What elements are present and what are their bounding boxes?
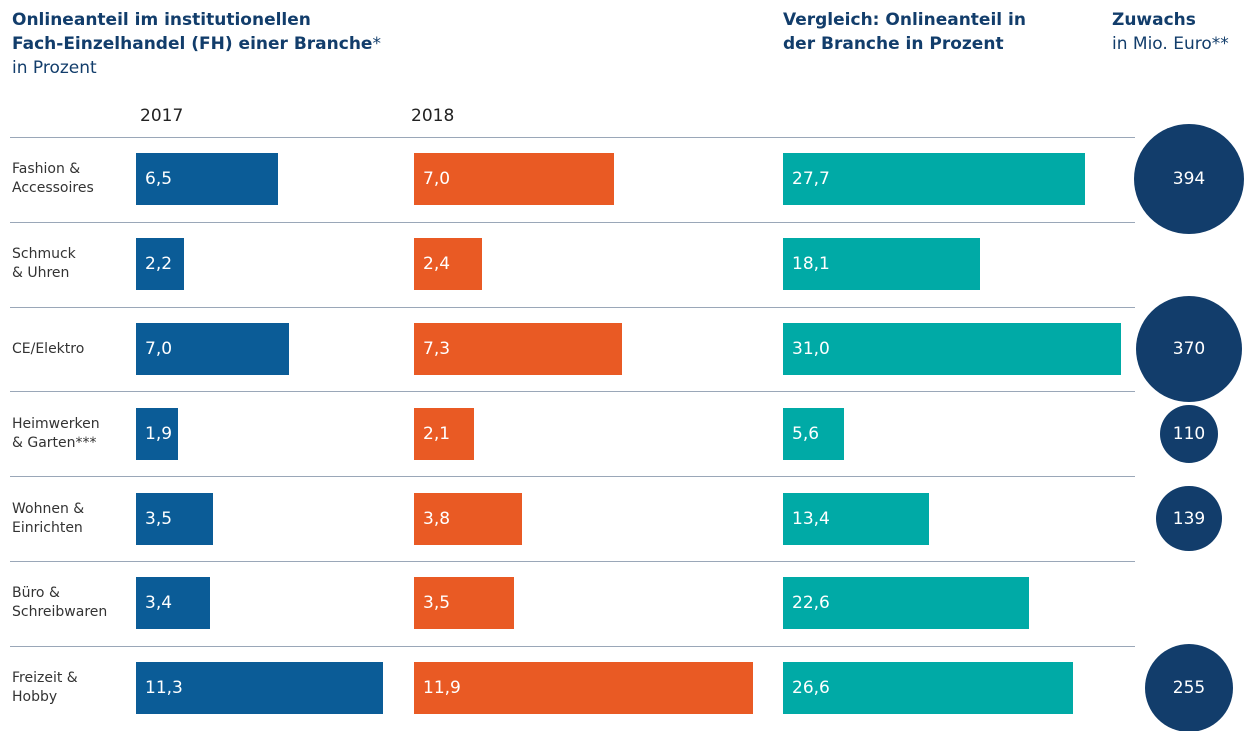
bar bbox=[783, 153, 1085, 206]
title-block: Onlineanteil im institutionellen Fach-Ei… bbox=[12, 8, 381, 80]
category-label: Büro & Schreibwaren bbox=[12, 585, 108, 621]
value-label: 26,6 bbox=[792, 678, 830, 699]
value-label: 11,3 bbox=[145, 678, 183, 699]
subtitle: in Prozent bbox=[12, 58, 97, 78]
bar bbox=[136, 577, 211, 630]
series-label: 2017 bbox=[140, 106, 184, 126]
value-label: 7,0 bbox=[145, 339, 173, 359]
bar bbox=[783, 323, 1121, 375]
bar bbox=[414, 492, 523, 545]
title-note: * bbox=[372, 34, 381, 54]
chart-title: Onlineanteil im institutionellen Fach-Ei… bbox=[12, 10, 373, 54]
value-label: 11,9 bbox=[423, 678, 461, 699]
bubble: 370 bbox=[1135, 295, 1243, 403]
value-label: 3,4 bbox=[145, 593, 173, 614]
comparison-title: Vergleich: Onlineanteil in der Branche i… bbox=[783, 10, 1026, 54]
value-label: 5,6 bbox=[792, 423, 820, 444]
bar bbox=[136, 492, 213, 545]
bubble: 394 bbox=[1134, 124, 1244, 235]
separator bbox=[10, 391, 1135, 393]
value-label: 2,4 bbox=[423, 254, 451, 275]
value-label: 18,1 bbox=[792, 254, 830, 275]
value-label: 7,0 bbox=[423, 169, 451, 190]
value-label: 31,0 bbox=[792, 339, 830, 359]
bar bbox=[783, 662, 1073, 715]
value-label: 2,1 bbox=[423, 423, 451, 444]
bar bbox=[783, 407, 845, 460]
value-label: 6,5 bbox=[145, 169, 173, 190]
bar bbox=[136, 153, 279, 206]
bar bbox=[414, 662, 754, 715]
value-label: 27,7 bbox=[792, 169, 830, 190]
bubble-subtitle: in Mio. Euro** bbox=[1112, 34, 1229, 54]
series-label: 2018 bbox=[411, 106, 455, 126]
bar bbox=[414, 238, 483, 291]
value-label: 3,5 bbox=[423, 593, 451, 614]
bar bbox=[783, 492, 930, 545]
category-label: Fashion & Accessoires bbox=[12, 161, 94, 197]
category-label: Schmuck & Uhren bbox=[12, 246, 76, 282]
bar bbox=[783, 238, 981, 291]
separator bbox=[10, 561, 1135, 562]
value-label: 2,2 bbox=[145, 254, 173, 275]
value-label: 3,5 bbox=[145, 508, 173, 529]
bar bbox=[136, 407, 178, 460]
bar bbox=[136, 662, 384, 715]
bubble: 139 bbox=[1156, 485, 1222, 552]
value-label: 22,6 bbox=[792, 593, 830, 614]
bubble-title: Zuwachs bbox=[1112, 10, 1196, 30]
bar bbox=[414, 577, 514, 630]
separator bbox=[10, 306, 1135, 308]
category-label: CE/Elektro bbox=[12, 340, 85, 357]
value-label: 13,4 bbox=[792, 508, 830, 529]
bubble: 255 bbox=[1144, 643, 1234, 731]
separator bbox=[10, 137, 1135, 138]
separator bbox=[10, 221, 1135, 223]
separator bbox=[10, 645, 1135, 647]
category-label: Heimwerken & Garten*** bbox=[12, 415, 100, 451]
value-label: 7,3 bbox=[423, 339, 451, 359]
value-label: 1,9 bbox=[145, 423, 173, 444]
bubble: 110 bbox=[1159, 404, 1219, 463]
bar bbox=[136, 323, 290, 375]
bar bbox=[783, 577, 1030, 630]
separator bbox=[10, 476, 1135, 478]
category-label: Wohnen & Einrichten bbox=[12, 500, 85, 536]
bar bbox=[414, 153, 614, 206]
bar bbox=[136, 238, 185, 291]
category-label: Freizeit & Hobby bbox=[12, 670, 78, 706]
bar bbox=[414, 407, 474, 460]
value-label: 3,8 bbox=[423, 508, 451, 529]
bar bbox=[414, 323, 623, 375]
